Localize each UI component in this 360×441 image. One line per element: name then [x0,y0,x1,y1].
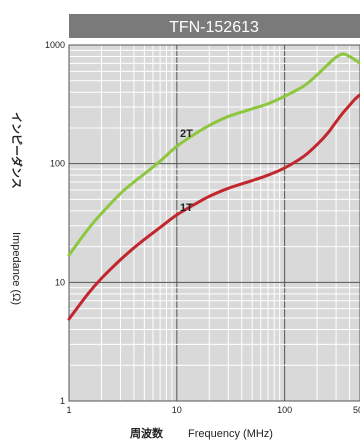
y-tick-label: 100 [50,159,65,169]
series-label-2t: 2T [180,128,193,140]
y-axis-title-en: Impedance (Ω) [10,232,22,305]
plot-frame [68,44,360,402]
x-axis-title: 周波数 Frequency (MHz) [130,426,273,440]
series-label-1t: 1T [180,202,193,214]
series-line-1t [67,93,360,321]
x-tick-labels: 1 10 100 500 [66,405,360,415]
title-bar [69,14,360,38]
y-tick-labels: 1 10 100 1000 [45,40,65,406]
plot-area [69,45,360,401]
x-tick-label: 10 [172,405,182,415]
x-tick-label: 100 [277,405,292,415]
y-tick-label: 10 [55,277,65,287]
x-tick-label: 1 [66,405,71,415]
grid [69,45,360,401]
y-tick-label: 1000 [45,40,65,50]
x-axis-title-en: Frequency (MHz) [188,428,273,440]
x-tick-label: 500 [353,405,360,415]
x-axis-title-jp: 周波数 [130,426,164,440]
y-axis-title: インピーダンス Impedance (Ω) [10,112,24,305]
series-line-2t [67,52,360,257]
y-axis-title-jp: インピーダンス [10,112,24,189]
series-lines [67,52,360,321]
chart-title: TFN-152613 [169,19,259,36]
y-tick-label: 1 [60,396,65,406]
